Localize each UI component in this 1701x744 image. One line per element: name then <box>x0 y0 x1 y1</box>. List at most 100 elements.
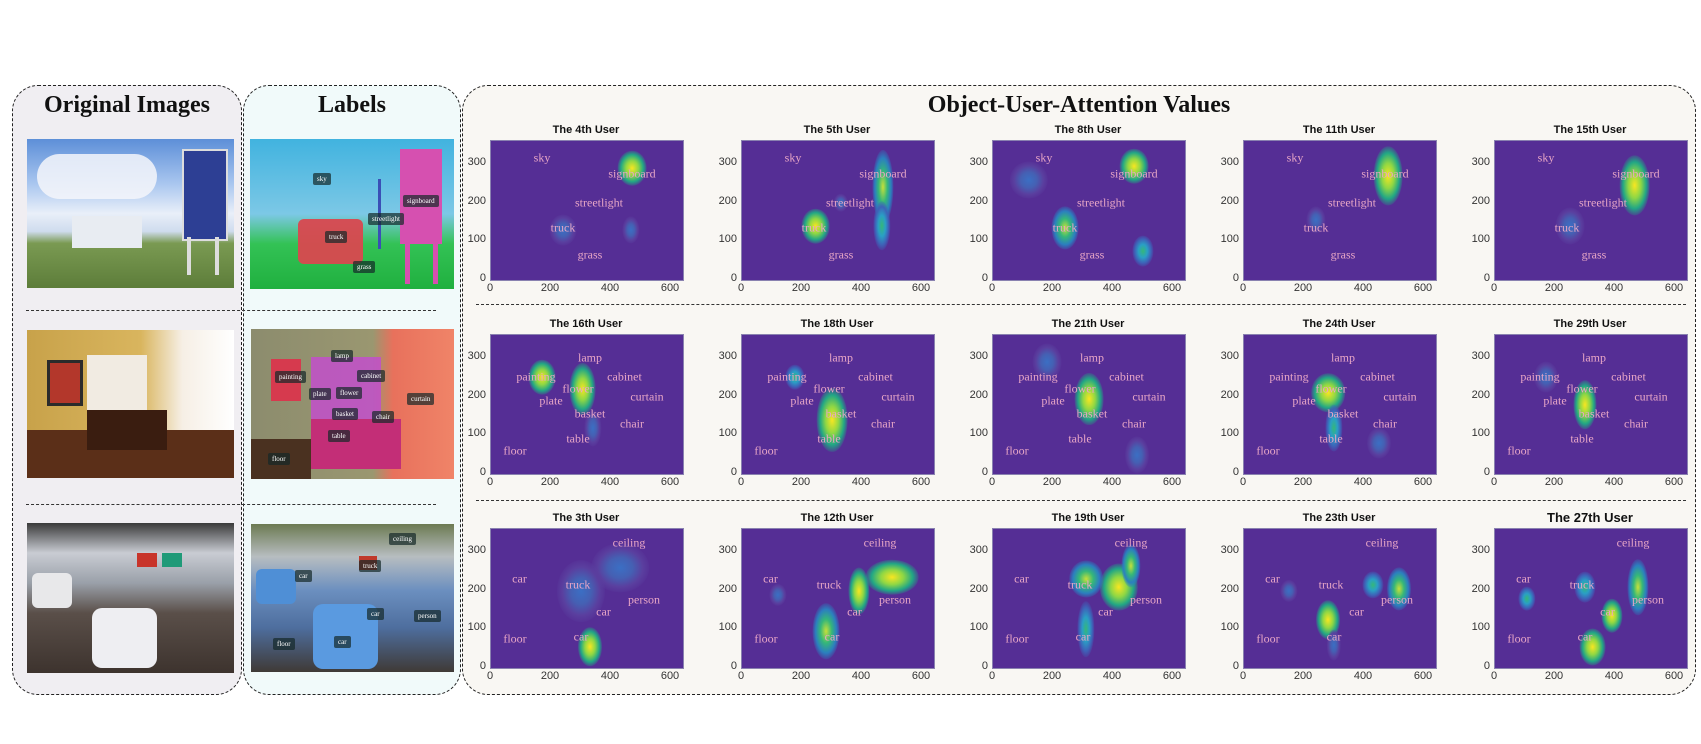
x-tick-label: 600 <box>1413 476 1433 488</box>
y-tick-label: 0 <box>981 466 988 478</box>
label-image-truckstop <box>250 139 454 289</box>
y-tick-label: 0 <box>730 466 737 478</box>
y-tick-label: 100 <box>969 233 988 246</box>
object-label: truck <box>816 577 842 592</box>
object-label: person <box>1632 592 1664 607</box>
y-tick-label: 200 <box>1220 582 1239 595</box>
chart-title: The 12th User <box>800 512 874 524</box>
y-tick-label: 200 <box>718 582 737 595</box>
y-tick-label: 200 <box>1471 582 1490 595</box>
y-tick-label: 200 <box>969 582 988 595</box>
object-label: floor <box>503 443 527 458</box>
object-label: ceiling <box>1616 535 1650 549</box>
y-tick-label: 300 <box>718 350 737 363</box>
heatmap-chart: The 24th User lamp painting cabinet flower pl… <box>1213 318 1443 508</box>
y-tick-label: 200 <box>1471 388 1490 401</box>
x-tick-label: 200 <box>1042 670 1062 682</box>
original-images-title: Original Images <box>44 92 210 118</box>
y-tick-label: 300 <box>467 544 486 557</box>
y-tick-label: 0 <box>1483 272 1490 284</box>
x-tick-label: 600 <box>1664 476 1684 488</box>
y-tick-label: 100 <box>467 233 486 246</box>
original-image-truckstop <box>27 139 234 288</box>
x-tick-label: 400 <box>1353 282 1373 294</box>
x-tick-label: 400 <box>1102 476 1122 488</box>
object-label: cabinet <box>858 369 893 384</box>
x-tick-label: 200 <box>1544 476 1564 488</box>
label-tag: grass <box>353 261 376 273</box>
object-label: table <box>566 431 590 446</box>
y-tick-label: 100 <box>718 621 737 634</box>
attention-hotspot <box>1121 544 1141 588</box>
row-separator <box>26 504 436 505</box>
label-tag: floor <box>273 638 295 650</box>
y-tick-label: 100 <box>1220 621 1239 634</box>
object-label: floor <box>1005 631 1029 646</box>
object-label: car <box>1326 629 1342 644</box>
x-tick-label: 600 <box>1162 282 1182 294</box>
object-label: car <box>573 629 589 644</box>
attention-hotspot <box>1325 404 1343 452</box>
object-label: truck <box>1303 220 1329 235</box>
heatmap-plot-area: ceiling car truck person car floor car <box>741 528 935 669</box>
object-label: person <box>628 592 660 607</box>
attention-hotspot <box>848 567 870 615</box>
attention-hotspot <box>1306 206 1326 234</box>
attention-hotspot <box>872 201 891 251</box>
object-label: person <box>1381 592 1413 607</box>
attention-hotspot <box>1125 436 1149 474</box>
object-label: flower <box>813 381 845 396</box>
attention-hotspot <box>1373 146 1403 206</box>
label-tag: car <box>334 636 351 648</box>
x-tick-label: 0 <box>486 476 494 488</box>
object-label: truck <box>1318 577 1344 592</box>
attention-hotspot <box>1619 155 1650 216</box>
heatmap-chart: The 12th User ceiling car truck person car flo… <box>711 512 941 702</box>
y-tick-label: 100 <box>1471 233 1490 246</box>
object-label: table <box>1068 431 1092 446</box>
x-tick-label: 0 <box>1239 282 1247 294</box>
y-tick-label: 300 <box>1220 156 1239 169</box>
object-label: signboard <box>1612 166 1660 181</box>
x-tick-label: 200 <box>791 282 811 294</box>
x-tick-label: 200 <box>1042 282 1062 294</box>
heatmap-chart: The 27th User ceiling car truck person car flo… <box>1464 510 1694 702</box>
object-label: basket <box>1578 406 1610 421</box>
object-label: car <box>1349 604 1364 619</box>
y-tick-label: 0 <box>981 660 988 672</box>
object-label: basket <box>1076 406 1108 421</box>
attention-hotspot <box>769 583 787 606</box>
label-tag: streetlight <box>368 213 404 225</box>
x-tick-label: 200 <box>1544 670 1564 682</box>
y-tick-label: 200 <box>467 388 486 401</box>
y-tick-label: 100 <box>1471 427 1490 440</box>
object-label: chair <box>1373 416 1397 431</box>
attention-hotspot <box>1051 206 1079 250</box>
x-tick-label: 200 <box>540 670 560 682</box>
chart-title: The 5th User <box>803 124 871 136</box>
heatmap-chart: The 18th User lamp painting cabinet flower pl… <box>711 318 941 508</box>
object-label: ceiling <box>1365 535 1399 549</box>
object-label: sky <box>1286 150 1304 165</box>
object-label: plate <box>1041 393 1065 408</box>
y-tick-label: 300 <box>1471 350 1490 363</box>
object-label: car <box>596 604 611 619</box>
attention-hotspot <box>865 559 919 595</box>
heatmap-plot-area: ceiling car truck person car floor car <box>992 528 1186 669</box>
chart-title: The 18th User <box>800 318 874 330</box>
object-label: streetlight <box>826 195 874 210</box>
object-label: sky <box>784 150 802 165</box>
x-tick-label: 600 <box>1413 282 1433 294</box>
x-tick-label: 600 <box>1162 670 1182 682</box>
x-tick-label: 0 <box>1490 282 1498 294</box>
x-tick-label: 600 <box>911 670 931 682</box>
label-tag: ceiling <box>389 533 417 545</box>
object-label: truck <box>1067 577 1093 592</box>
object-label: cabinet <box>607 369 642 384</box>
x-tick-label: 0 <box>737 670 745 682</box>
attention-hotspot <box>1032 343 1062 381</box>
y-tick-label: 100 <box>1471 621 1490 634</box>
object-label: plate <box>1292 393 1316 408</box>
attention-hotspot <box>621 216 640 244</box>
label-tag: cabinet <box>357 370 386 382</box>
